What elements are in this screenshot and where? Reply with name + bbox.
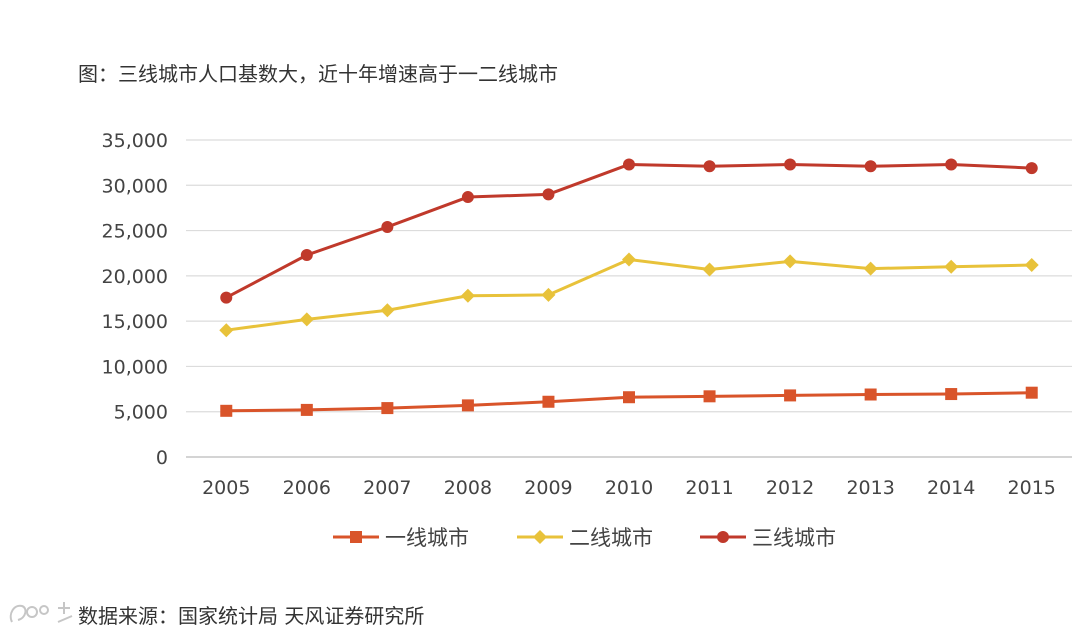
data-point xyxy=(220,404,233,417)
legend-item: 一线城市 xyxy=(333,526,469,550)
data-point xyxy=(783,254,798,269)
data-point xyxy=(1025,386,1038,399)
series xyxy=(220,386,1038,417)
x-tick-label: 2013 xyxy=(846,477,894,499)
data-point xyxy=(703,390,716,403)
data-point xyxy=(299,312,314,327)
series-line xyxy=(226,258,1032,332)
x-tick-label: 2015 xyxy=(1008,477,1056,499)
y-tick-label: 5,000 xyxy=(114,402,168,424)
y-tick-label: 25,000 xyxy=(102,221,168,243)
x-tick-label: 2005 xyxy=(202,477,250,499)
y-tick-label: 15,000 xyxy=(102,311,168,333)
watermark-logo-icon xyxy=(9,602,73,623)
legend-label: 三线城市 xyxy=(752,526,836,550)
x-tick-label: 2008 xyxy=(444,477,492,499)
data-point xyxy=(380,303,395,318)
x-axis-ticks: 2005 2006 2007 2008 2009 2010 2011 2012 2013 2014… xyxy=(202,477,1056,499)
data-point xyxy=(623,391,635,404)
data-point xyxy=(1024,257,1039,272)
data-point xyxy=(460,288,475,303)
x-tick-label: 2011 xyxy=(685,477,733,499)
data-point xyxy=(533,530,547,544)
data-point xyxy=(541,287,556,302)
y-tick-label: 30,000 xyxy=(102,175,168,197)
series-group xyxy=(219,158,1039,417)
data-point xyxy=(381,402,394,415)
data-point xyxy=(381,220,394,233)
legend-item: 二线城市 xyxy=(517,526,653,550)
legend-item: 三线城市 xyxy=(700,526,836,550)
data-point xyxy=(300,403,313,416)
x-tick-label: 2006 xyxy=(283,477,331,499)
x-tick-label: 2007 xyxy=(363,477,411,499)
data-point xyxy=(717,531,729,543)
legend-label: 二线城市 xyxy=(569,526,653,550)
data-point xyxy=(784,389,797,402)
data-point xyxy=(703,160,716,173)
legend-label: 一线城市 xyxy=(385,526,469,550)
y-axis-ticks: 0 5,000 10,000 15,000 20,000 25,000 30,000 35,0… xyxy=(102,130,168,469)
data-point xyxy=(461,191,474,204)
data-point xyxy=(864,160,877,173)
line-chart: 0 5,000 10,000 15,000 20,000 25,000 30,000 35,0… xyxy=(102,130,1072,550)
x-tick-label: 2009 xyxy=(524,477,572,499)
data-point xyxy=(461,399,474,412)
series xyxy=(219,252,1039,338)
legend: 一线城市 二线城市 三线城市 xyxy=(333,526,836,550)
data-point xyxy=(542,188,555,201)
grid-lines xyxy=(186,139,1072,458)
y-tick-label: 0 xyxy=(156,447,168,469)
source-note: 数据来源：国家统计局 天风证券研究所 xyxy=(78,604,425,628)
data-point xyxy=(863,261,878,276)
y-tick-label: 20,000 xyxy=(102,266,168,288)
x-tick-label: 2014 xyxy=(927,477,975,499)
series xyxy=(220,158,1038,304)
y-tick-label: 10,000 xyxy=(102,356,168,378)
data-point xyxy=(945,388,958,401)
chart-title: 图：三线城市人口基数大，近十年增速高于一二线城市 xyxy=(78,62,558,86)
data-point xyxy=(220,291,233,304)
data-point xyxy=(542,395,555,408)
x-tick-label: 2010 xyxy=(605,477,653,499)
data-point xyxy=(784,158,797,171)
data-point xyxy=(944,259,959,274)
data-point xyxy=(945,158,958,171)
data-point xyxy=(300,249,313,262)
data-point xyxy=(219,323,234,338)
data-point xyxy=(1025,162,1038,175)
data-point xyxy=(350,531,362,543)
data-point xyxy=(623,158,635,171)
data-point xyxy=(864,388,877,401)
y-tick-label: 35,000 xyxy=(102,130,168,152)
data-point xyxy=(702,262,717,277)
x-tick-label: 2012 xyxy=(766,477,814,499)
data-point xyxy=(622,252,636,267)
